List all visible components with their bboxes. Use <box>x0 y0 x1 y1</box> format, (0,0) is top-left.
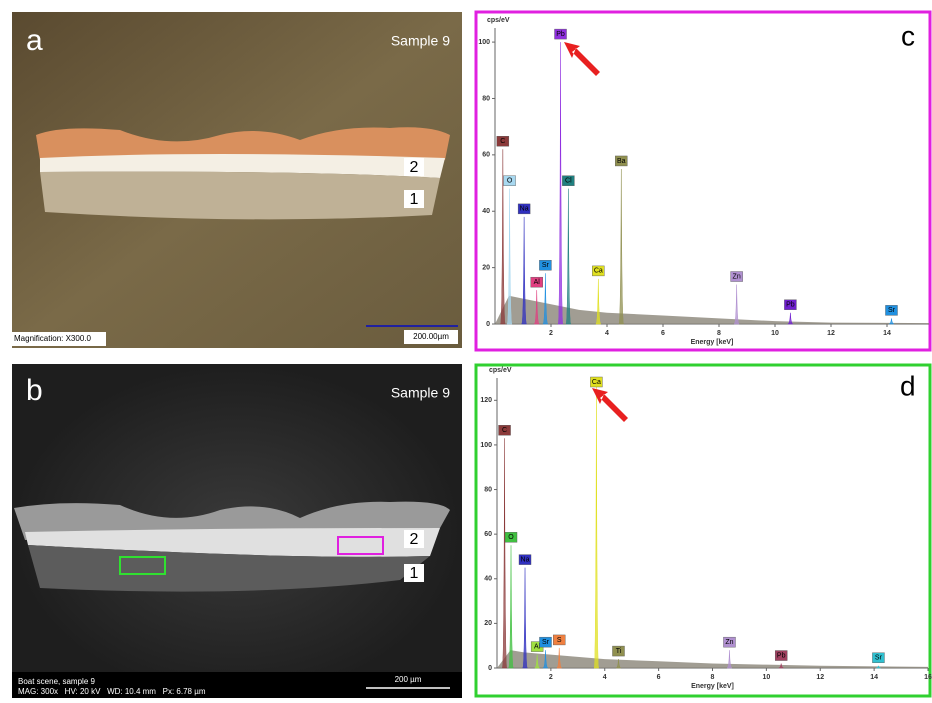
spectrum-panel: 0 20 40 60 80 100 120 2 4 6 8 10 12 14 16 cps/eV Energy … <box>476 365 932 696</box>
sample-label: Sample 9 <box>391 385 450 401</box>
y-tick-label: 100 <box>478 39 490 46</box>
peak-label: Ti <box>616 648 622 655</box>
peak-label: Ca <box>594 268 603 275</box>
x-axis-title: Energy [keV] <box>691 339 734 346</box>
x-tick-label: 2 <box>549 674 553 681</box>
y-tick-label: 60 <box>482 152 490 159</box>
peak-label: S <box>557 637 562 644</box>
panel-border <box>476 12 930 350</box>
layer-label: 2 <box>410 159 419 176</box>
spectrum-panel: 0 20 40 60 80 100 2 4 6 8 10 12 14 cps/eV Energy [keV]… <box>476 12 930 350</box>
y-tick-label: 20 <box>482 264 490 271</box>
panel-letter: a <box>26 24 43 57</box>
peak-label: Sr <box>542 262 550 269</box>
ground-layer <box>40 172 440 220</box>
y-tick-label: 40 <box>484 576 492 583</box>
peak-label: Na <box>521 556 530 563</box>
x-tick-label: 4 <box>605 330 609 337</box>
x-tick-label: 4 <box>603 674 607 681</box>
peak-label: Al <box>534 279 541 286</box>
y-tick-label: 80 <box>484 486 492 493</box>
scale-label: 200.00µm <box>413 332 449 341</box>
peak-label: Sr <box>888 307 896 314</box>
sample-label: Sample 9 <box>391 33 450 49</box>
x-tick-label: 8 <box>711 674 715 681</box>
x-tick-label: 10 <box>771 330 779 337</box>
peak-label: Sr <box>542 639 550 646</box>
y-tick-label: 60 <box>484 531 492 538</box>
caption: Boat scene, sample 9 <box>18 677 95 686</box>
x-tick-label: 10 <box>762 674 770 681</box>
panel-letter: b <box>26 374 43 407</box>
x-tick-label: 14 <box>870 674 878 681</box>
x-tick-label: 8 <box>717 330 721 337</box>
x-tick-label: 2 <box>549 330 553 337</box>
x-tick-label: 6 <box>657 674 661 681</box>
settings: MAG: 300x HV: 20 kV WD: 10.4 mm Px: 6.78… <box>18 687 206 696</box>
y-tick-label: 40 <box>482 208 490 215</box>
peak-label: O <box>508 534 514 541</box>
layer-label: 1 <box>410 565 419 582</box>
layer-label: 2 <box>410 531 419 548</box>
x-tick-label: 16 <box>924 674 932 681</box>
scale-label: 200 µm <box>395 675 422 684</box>
page: {"panel_a": {"letter": "a", "sample": "S… <box>0 0 932 698</box>
peak-label: Ca <box>592 379 601 386</box>
x-tick-label: 12 <box>816 674 824 681</box>
panel-b: b Sample 9 2 1 Boat scene, sample 9 MAG:… <box>12 364 462 698</box>
panel-letter: d <box>900 370 916 401</box>
peak-label: Pb <box>786 302 795 309</box>
x-axis-title: Energy [keV] <box>691 683 734 690</box>
peak-label: O <box>507 178 513 185</box>
peak-label: Ba <box>617 158 626 165</box>
peak-label: C <box>502 427 507 434</box>
figure: a Sample 9 2 1 Magnification: X300.0 200… <box>0 0 932 698</box>
y-tick-label: 120 <box>480 397 492 404</box>
peak-label: Pb <box>556 31 565 38</box>
y-axis-title: cps/eV <box>489 367 512 374</box>
x-tick-label: 12 <box>827 330 835 337</box>
y-tick-label: 80 <box>482 95 490 102</box>
y-tick-label: 20 <box>484 620 492 627</box>
peak-label: Sr <box>875 655 883 662</box>
peak-label: Na <box>520 206 529 213</box>
y-tick-label: 100 <box>480 442 492 449</box>
magnification: Magnification: X300.0 <box>14 334 91 343</box>
layer-label: 1 <box>410 191 419 208</box>
y-tick-label: 0 <box>486 321 490 328</box>
peak-label: Cl <box>565 178 572 185</box>
panel-letter: c <box>901 20 915 51</box>
panel-a: a Sample 9 2 1 Magnification: X300.0 200… <box>12 12 462 348</box>
peak-label: Zn <box>733 273 741 280</box>
peak-label: C <box>500 138 505 145</box>
x-tick-label: 14 <box>883 330 891 337</box>
y-tick-label: 0 <box>488 665 492 672</box>
y-axis-title: cps/eV <box>487 17 510 24</box>
peak-label: Zn <box>725 639 733 646</box>
x-tick-label: 6 <box>661 330 665 337</box>
peak-label: Pb <box>777 652 786 659</box>
